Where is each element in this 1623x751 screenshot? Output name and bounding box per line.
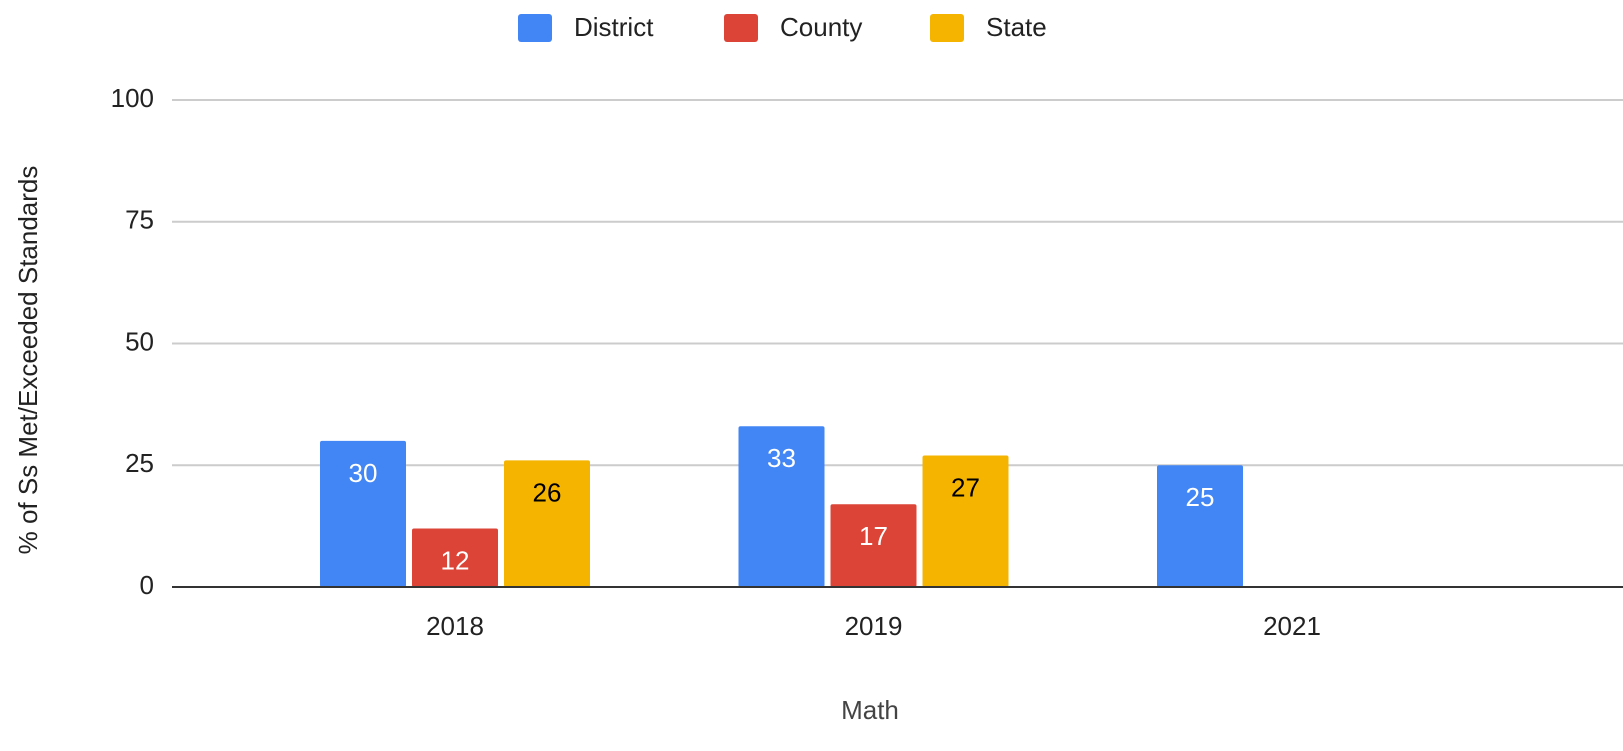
data-label: 25 (1186, 482, 1215, 512)
legend-label: County (780, 12, 862, 42)
data-label: 26 (533, 477, 562, 507)
data-label: 17 (859, 521, 888, 551)
data-label: 30 (349, 458, 378, 488)
y-tick-label: 75 (125, 205, 154, 235)
y-tick-label: 0 (140, 570, 154, 600)
data-label: 27 (951, 472, 980, 502)
legend-swatch (930, 14, 964, 42)
y-tick-label: 100 (111, 83, 154, 113)
legend-label: District (574, 12, 654, 42)
x-tick-label: 2019 (845, 611, 903, 641)
legend-label: State (986, 12, 1047, 42)
bar (412, 528, 498, 587)
data-label: 33 (767, 443, 796, 473)
y-tick-label: 50 (125, 326, 154, 356)
x-axis-title: Math (841, 695, 899, 725)
data-label: 12 (441, 545, 470, 575)
bar (504, 460, 590, 587)
bar (738, 426, 825, 587)
bar (320, 440, 406, 587)
legend-swatch (724, 14, 758, 42)
bar (922, 455, 1009, 587)
bar (830, 504, 917, 587)
legend-swatch (518, 14, 552, 42)
y-tick-label: 25 (125, 448, 154, 478)
x-tick-label: 2021 (1263, 611, 1321, 641)
bar (1157, 465, 1243, 587)
y-axis-title: % of Ss Met/Exceeded Standards (13, 166, 43, 555)
x-tick-label: 2018 (426, 611, 484, 641)
